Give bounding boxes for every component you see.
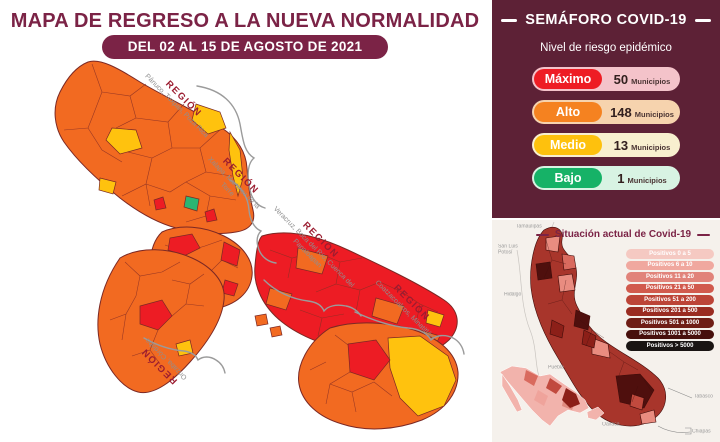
count-unit: Municipios [627,175,667,185]
legend-item: Positivos 21 a 50 [626,283,714,293]
count-number: 1 [617,170,625,186]
risk-count: 1 Municipios [608,171,676,186]
legend-item: Positivos > 5000 [626,341,714,351]
risk-row-alto: Alto 148 Municipios [532,100,680,124]
semaforo-title: SEMÁFORO COVID-19 [525,12,687,28]
count-number: 148 [610,104,632,120]
map-region-orizaba [97,249,225,394]
situacion-header: Situación actual de Covid-19 [528,229,718,240]
date-range-badge: DEL 02 AL 15 DE AGOSTO DE 2021 [101,35,389,59]
veracruz-risk-map [54,60,465,430]
legend-item: Positivos 501 a 1000 [626,318,714,328]
legend-item: Positivos 11 a 20 [626,272,714,282]
state-label-hidalgo: Hidalgo [504,292,522,298]
cases-legend: Positivos 0 a 5 Positivos 6 a 10 Positiv… [626,249,714,351]
veracruz-cases-shape [530,227,666,427]
map-region-southeast [298,322,459,430]
dash-decoration [501,18,518,22]
legend-item: Positivos 0 a 5 [626,249,714,259]
map-region-north [54,60,255,235]
dash-decoration [535,233,549,236]
map-islet [254,313,269,327]
risk-badge-bajo: Bajo [534,168,602,188]
state-label-tabasco: Tabasco [694,394,714,400]
state-label-oaxaca: Oaxaca [602,422,620,428]
risk-level-list: Máximo 50 Municipios Alto 148 Municipios… [532,67,680,190]
risk-row-medio: Medio 13 Municipios [532,133,680,157]
state-label-puebla: Puebla [548,365,564,371]
risk-count: 148 Municipios [608,105,676,120]
page-title: MAPA DE REGRESO A LA NUEVA NORMALIDAD [10,10,480,32]
legend-item: Positivos 51 a 200 [626,295,714,305]
risk-badge-alto: Alto [534,102,602,122]
situacion-panel: Situación actual de Covid-19 Positivos 0… [492,220,720,442]
risk-count: 13 Municipios [608,138,676,153]
legend-item: Positivos 6 a 10 [626,260,714,270]
map-region-central [254,232,458,359]
risk-row-maximo: Máximo 50 Municipios [532,67,680,91]
state-label-tamaulipas: Tamaulipas [516,224,542,230]
date-range-wrap: DEL 02 AL 15 DE AGOSTO DE 2021 [0,35,490,59]
coast-braces [143,85,465,374]
dash-decoration [697,233,711,236]
legend-item: Positivos 201 a 500 [626,306,714,316]
count-unit: Municipios [631,76,671,86]
legend-item: Positivos 1001 a 5000 [626,329,714,339]
semaforo-header: SEMÁFORO COVID-19 [492,12,720,28]
chiapas-connector [657,425,692,435]
tabasco-connector [667,387,693,399]
mexico-inset-map [499,365,605,427]
main-map-panel: MAPA DE REGRESO A LA NUEVA NORMALIDAD DE… [0,10,490,430]
semaforo-panel: SEMÁFORO COVID-19 Nivel de riesgo epidém… [492,0,720,218]
count-number: 13 [613,137,629,153]
risk-badge-medio: Medio [534,135,602,155]
count-unit: Municipios [631,142,671,152]
dash-decoration [694,18,711,22]
count-number: 50 [613,71,629,87]
risk-count: 50 Municipios [608,72,676,87]
state-label-san-luis: San Luis Potosí [498,244,518,256]
situacion-title: Situación actual de Covid-19 [554,229,692,240]
map-islet [269,325,283,338]
semaforo-subtitle: Nivel de riesgo epidémico [540,42,672,54]
risk-badge-maximo: Máximo [534,69,602,89]
risk-row-bajo: Bajo 1 Municipios [532,166,680,190]
covid-cases-map [499,221,693,435]
count-unit: Municipios [634,109,674,119]
state-label-chiapas: Chiapas [692,429,711,435]
